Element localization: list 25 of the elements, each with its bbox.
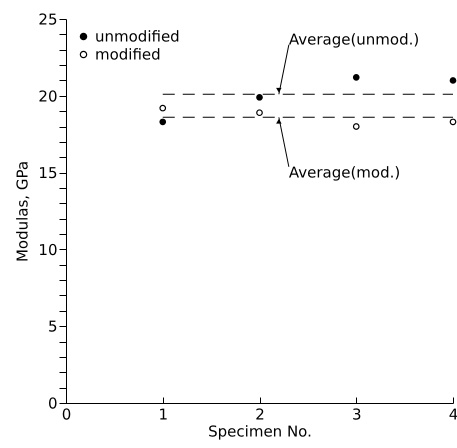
y-tick-label: 20: [38, 87, 58, 106]
point: [256, 109, 263, 116]
point: [159, 104, 166, 112]
y-tick-label: 15: [38, 164, 58, 182]
point: [352, 123, 360, 130]
ref-line-label: Average(unmod.): [288, 30, 420, 48]
y-tick-label: 0: [48, 394, 58, 412]
point: [450, 77, 456, 84]
legend-label: unmodified: [95, 28, 180, 46]
y-axis-title: Modulas, GPa: [13, 160, 32, 262]
point: [256, 94, 263, 101]
y-tick-label: 25: [38, 10, 58, 28]
x-tick-label: 1: [158, 406, 168, 424]
legend-label: modified: [95, 46, 161, 64]
x-tick-label: 2: [255, 406, 265, 424]
ref-line-label: Average(mod.): [288, 163, 400, 182]
x-tick-label: 4: [448, 406, 457, 424]
point: [159, 118, 166, 126]
point: [352, 74, 360, 81]
x-axis-title: Specimen No.: [208, 422, 312, 440]
y-tick-label: 10: [38, 240, 58, 259]
x-tick-label: 3: [352, 406, 362, 424]
y-tick-label: 5: [48, 318, 58, 336]
x-tick-label: 0: [62, 406, 72, 424]
point: [450, 118, 456, 126]
